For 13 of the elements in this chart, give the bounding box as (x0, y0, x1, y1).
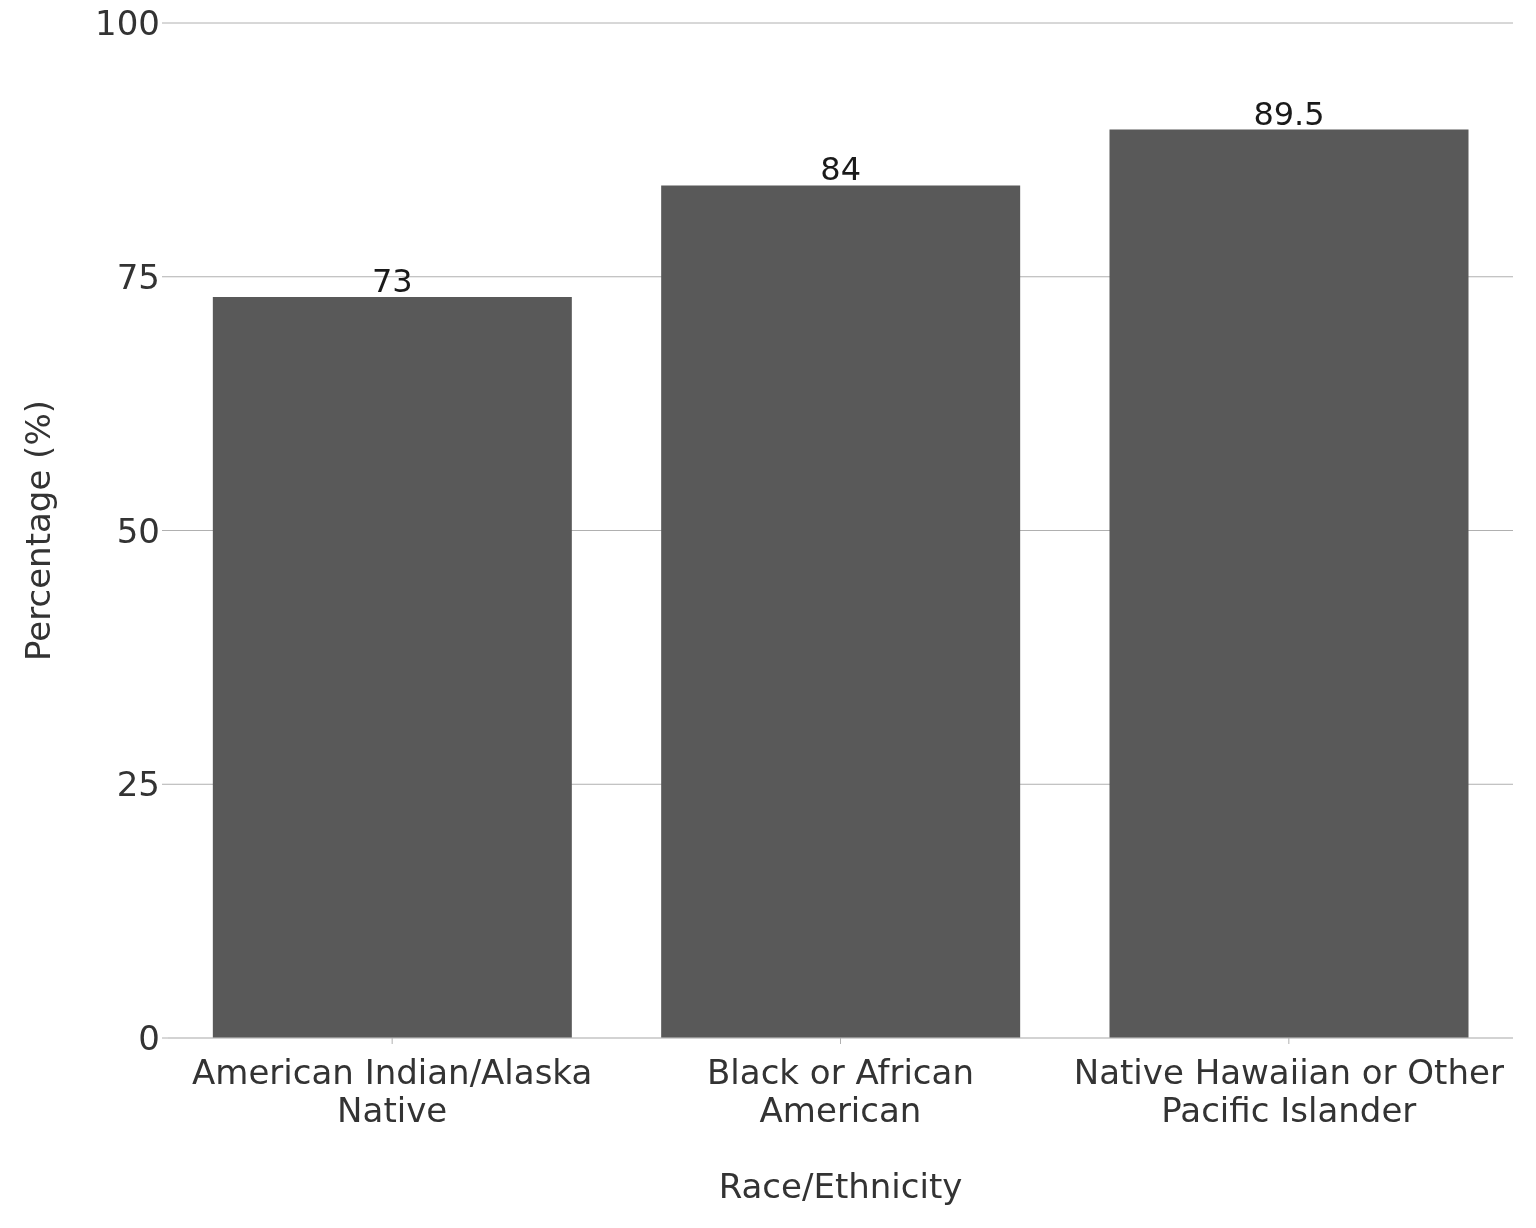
y-tick-label: 50 (116, 510, 160, 551)
x-axis-title: Race/Ethnicity (718, 1166, 963, 1206)
x-tick-label: Black or African American (707, 1052, 974, 1130)
data-label: 84 (820, 150, 862, 189)
x-tick-label: American Indian/Alaska Native (192, 1052, 593, 1130)
y-axis-title: Percentage (%) (18, 400, 59, 661)
x-tick-label: Native Hawaiian or Other Pacific Islander (1073, 1052, 1504, 1130)
y-tick-label: 25 (116, 764, 160, 805)
y-tick-label: 0 (138, 1018, 160, 1059)
data-label: 89.5 (1253, 94, 1325, 133)
y-tick-label: 75 (116, 256, 160, 297)
data-label: 73 (371, 262, 413, 301)
y-tick-label: 100 (95, 3, 160, 44)
